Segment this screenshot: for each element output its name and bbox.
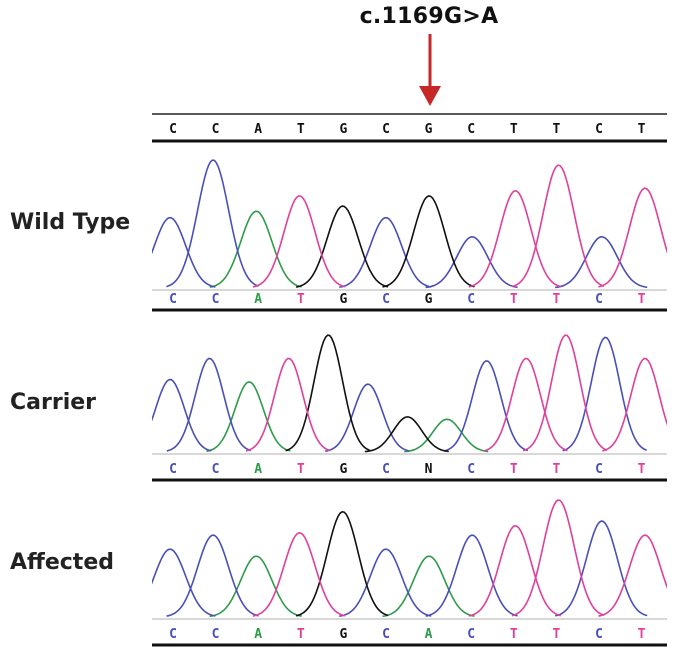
base-call: N xyxy=(425,462,433,477)
trace-peak-c xyxy=(562,336,648,452)
base-call: A xyxy=(254,462,262,477)
trace-peak-c xyxy=(339,548,432,617)
trace-peak-c xyxy=(152,216,216,288)
trace-peak-a xyxy=(206,381,291,452)
reference-base: C xyxy=(169,122,177,137)
trace-peak-t xyxy=(468,189,562,288)
sample-label-affected: Affected xyxy=(10,550,114,575)
trace-peak-t xyxy=(602,357,667,452)
trace-peak-t xyxy=(522,334,608,452)
reference-base: T xyxy=(552,122,560,137)
base-call: T xyxy=(638,462,646,477)
base-call: T xyxy=(510,292,518,307)
base-call: A xyxy=(254,627,262,642)
base-call: A xyxy=(425,627,433,642)
reference-base: C xyxy=(595,122,603,137)
base-call: G xyxy=(425,292,433,307)
trace-peak-t xyxy=(468,524,562,617)
trace-peak-c xyxy=(425,534,518,617)
sample-label-wild-type: Wild Type xyxy=(10,210,131,235)
trace-peak-c xyxy=(166,159,259,288)
trace-peak-c xyxy=(339,216,432,288)
base-call: C xyxy=(212,292,220,307)
base-call: G xyxy=(339,462,347,477)
base-call: T xyxy=(510,627,518,642)
trace-peak-a xyxy=(404,418,489,453)
reference-base: T xyxy=(638,122,646,137)
trace-peak-g xyxy=(295,510,389,617)
trace-peak-a xyxy=(382,555,475,618)
base-call: C xyxy=(467,462,475,477)
base-call: C xyxy=(382,627,390,642)
base-call: C xyxy=(169,462,177,477)
reference-base: G xyxy=(425,122,433,137)
reference-base: G xyxy=(339,122,347,137)
base-call: A xyxy=(254,292,262,307)
base-call: T xyxy=(297,292,305,307)
trace-peak-t xyxy=(252,195,346,288)
trace-peak-t xyxy=(483,357,568,452)
reference-base: C xyxy=(382,122,390,137)
trace-peak-a xyxy=(209,210,302,288)
mutation-arrow-icon xyxy=(419,34,441,106)
reference-base: T xyxy=(510,122,518,137)
base-call: C xyxy=(467,627,475,642)
trace-peak-c xyxy=(443,360,529,452)
reference-base: C xyxy=(467,122,475,137)
base-call: C xyxy=(212,462,220,477)
base-call: T xyxy=(552,292,560,307)
base-call: C xyxy=(595,462,603,477)
base-call: C xyxy=(467,292,475,307)
base-call: T xyxy=(552,627,560,642)
sample-label-carrier: Carrier xyxy=(10,390,97,415)
reference-base: C xyxy=(212,122,220,137)
trace-peak-c xyxy=(166,357,252,452)
trace-peak-c xyxy=(555,520,648,617)
base-call: T xyxy=(510,462,518,477)
base-call: C xyxy=(382,292,390,307)
trace-peak-t xyxy=(245,357,331,452)
trace-peak-t xyxy=(598,187,667,288)
trace-peak-g xyxy=(295,205,389,288)
base-call: T xyxy=(297,627,305,642)
base-call: T xyxy=(638,292,646,307)
trace-peak-g xyxy=(285,334,370,452)
trace-peak-c xyxy=(425,235,518,289)
reference-base: T xyxy=(297,122,305,137)
mutation-label: c.1169G>A xyxy=(359,4,499,29)
base-call: C xyxy=(169,627,177,642)
trace-peak-g xyxy=(382,195,475,288)
base-call: C xyxy=(382,462,390,477)
base-call: C xyxy=(595,627,603,642)
base-call: T xyxy=(297,462,305,477)
trace-peak-t xyxy=(511,499,605,617)
trace-peak-a xyxy=(209,555,302,618)
reference-base: A xyxy=(254,122,262,137)
trace-peak-c xyxy=(152,378,212,452)
trace-peak-c xyxy=(152,548,216,617)
base-call: G xyxy=(339,627,347,642)
base-call: C xyxy=(212,627,220,642)
trace-peak-c xyxy=(166,534,259,617)
base-call: C xyxy=(595,292,603,307)
trace-peak-t xyxy=(598,534,667,617)
trace-peak-t xyxy=(511,164,605,288)
trace-peak-c xyxy=(325,383,410,452)
trace-peak-t xyxy=(252,531,346,617)
base-call: T xyxy=(552,462,560,477)
trace-peak-g xyxy=(364,416,449,453)
base-call: C xyxy=(169,292,177,307)
base-call: T xyxy=(638,627,646,642)
trace-peak-c xyxy=(555,235,648,289)
base-call: G xyxy=(339,292,347,307)
